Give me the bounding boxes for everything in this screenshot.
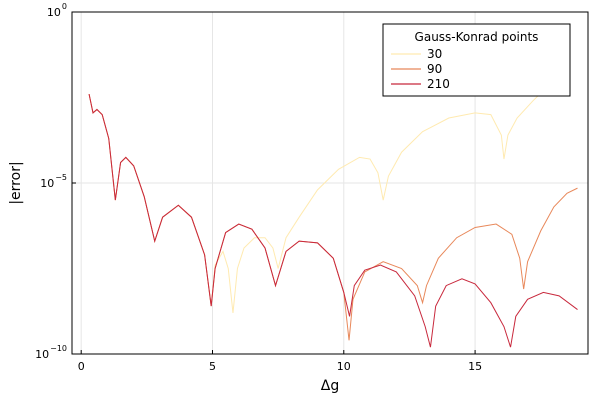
y-tick-base: 10 bbox=[40, 177, 54, 190]
y-tick-label: −510 bbox=[40, 173, 67, 190]
y-tick-base: 10 bbox=[47, 6, 61, 19]
legend-title: Gauss-Konrad points bbox=[415, 30, 539, 44]
legend-label-90: 90 bbox=[427, 62, 442, 76]
series-lines bbox=[88, 90, 578, 348]
x-ticks: 0 5 10 15 bbox=[78, 350, 482, 373]
legend-label-30: 30 bbox=[427, 47, 442, 61]
x-tick-label: 10 bbox=[337, 360, 351, 373]
y-tick-label: 010 bbox=[47, 2, 67, 19]
y-axis-label: |error| bbox=[8, 161, 24, 204]
series-line-210 bbox=[88, 93, 578, 348]
x-tick-label: 0 bbox=[78, 360, 85, 373]
legend-label-210: 210 bbox=[427, 77, 450, 91]
y-tick-exponent: 0 bbox=[62, 2, 67, 11]
y-tick-exponent: −5 bbox=[55, 173, 67, 182]
x-tick-label: 5 bbox=[209, 360, 216, 373]
x-axis-label: Δg bbox=[321, 378, 339, 394]
y-tick-base: 10 bbox=[35, 348, 49, 361]
x-tick-label: 15 bbox=[468, 360, 482, 373]
y-tick-exponent: −10 bbox=[50, 344, 67, 353]
